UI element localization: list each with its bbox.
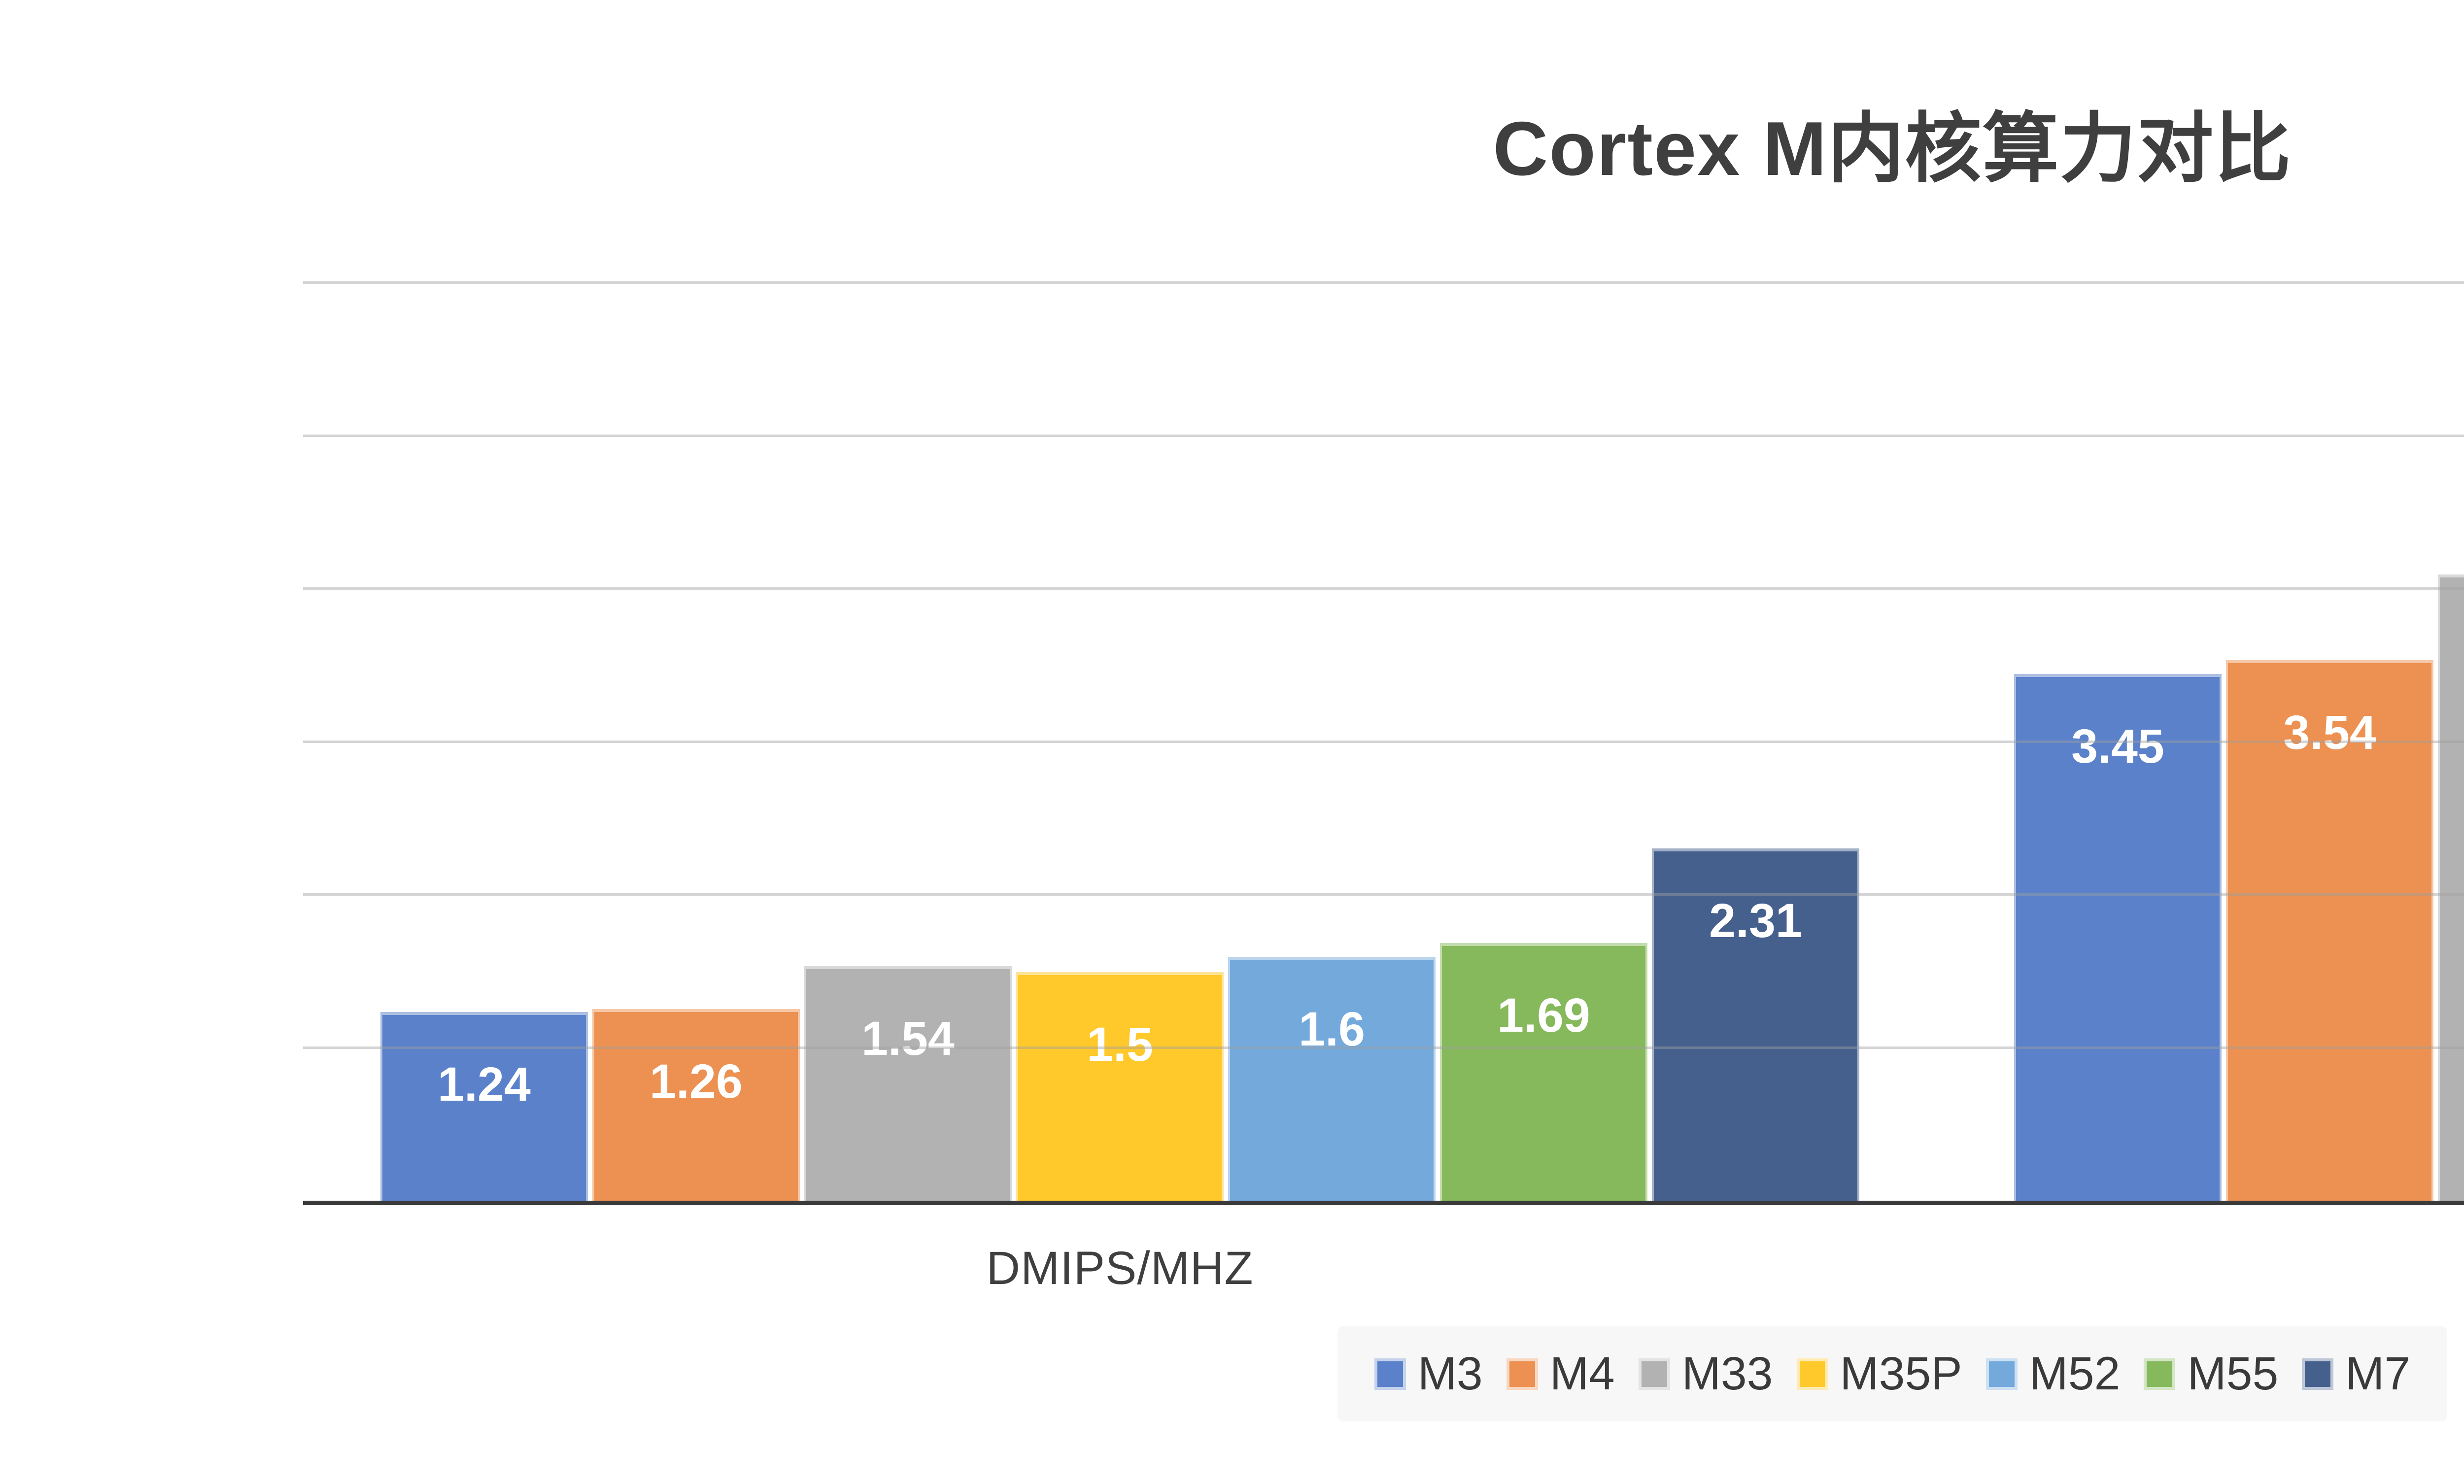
bar-M55: 1.69 bbox=[1440, 943, 1647, 1202]
x-axis-label-dmips: DMIPS/MHZ bbox=[986, 1242, 1254, 1294]
bar-M33: 4.1 bbox=[2438, 574, 2464, 1202]
legend-swatch-icon bbox=[2144, 1358, 2176, 1390]
legend-label: M4 bbox=[1549, 1348, 1615, 1400]
legend-item-M7: M7 bbox=[2302, 1347, 2410, 1401]
legend-item-M33: M33 bbox=[1638, 1347, 1773, 1401]
legend-panel: M3 M4 M33 M35P M52 M55 M7 bbox=[1337, 1326, 2448, 1421]
legend-label: M3 bbox=[1417, 1348, 1483, 1400]
bar-group-COREMARK/MHZ: 3.453.544.14.14.34.45.29 bbox=[1937, 284, 2464, 1202]
bar-value-label: 2.31 bbox=[1709, 893, 1802, 947]
legend-item-M52: M52 bbox=[1985, 1347, 2121, 1401]
legend-label: M7 bbox=[2345, 1348, 2411, 1400]
bar-group-DMIPS/MHZ: 1.24 1.26 1.54 1.5 1.6 1.69 2.31 bbox=[303, 284, 1937, 1202]
bar-value-label: 3.54 bbox=[2283, 705, 2376, 759]
bar-M3: 3.45 bbox=[2014, 674, 2222, 1202]
bar-M35P: 1.5 bbox=[1016, 972, 1224, 1202]
legend-swatch-icon bbox=[1985, 1358, 2018, 1390]
legend-swatch-icon bbox=[1796, 1358, 1828, 1390]
legend-item-M35P: M35P bbox=[1796, 1347, 1962, 1401]
legend-label: M33 bbox=[1681, 1348, 1773, 1400]
bar-value-label: 1.24 bbox=[438, 1057, 531, 1111]
bar-M4: 3.54 bbox=[2226, 660, 2433, 1202]
legend-swatch-icon bbox=[1506, 1358, 1538, 1390]
bar-M33: 1.54 bbox=[804, 966, 1012, 1202]
legend-label: M55 bbox=[2187, 1348, 2279, 1400]
legend-item-M4: M4 bbox=[1506, 1347, 1615, 1401]
bar-M7: 2.31 bbox=[1652, 848, 1859, 1202]
bar-M3: 1.24 bbox=[380, 1012, 588, 1202]
bar-M4: 1.26 bbox=[592, 1009, 800, 1202]
bar-value-label: 1.26 bbox=[650, 1054, 743, 1108]
legend-item-M3: M3 bbox=[1374, 1347, 1483, 1401]
legend-swatch-icon bbox=[1638, 1358, 1670, 1390]
legend: M3 M4 M33 M35P M52 M55 M7 bbox=[0, 1326, 2464, 1421]
legend-label: M52 bbox=[2029, 1348, 2121, 1400]
chart-title: Cortex M内核算力对比 bbox=[1493, 106, 2292, 191]
legend-swatch-icon bbox=[1374, 1358, 1406, 1390]
bar-value-label: 1.69 bbox=[1497, 988, 1590, 1043]
legend-item-M55: M55 bbox=[2144, 1347, 2278, 1401]
legend-swatch-icon bbox=[2302, 1358, 2334, 1390]
bar-groups-container: 1.241.261.541.51.61.692.313.453.544.14.1… bbox=[303, 284, 2464, 1202]
x-axis-label-coremark: COREMARK/MHZ bbox=[1937, 1242, 2464, 1295]
x-axis-labels: DMIPS/MHZ COREMARK/MHZ bbox=[303, 1242, 2464, 1295]
plot-area: 1.241.261.541.51.61.692.313.453.544.14.1… bbox=[303, 281, 2464, 1205]
legend-label: M35P bbox=[1840, 1348, 1962, 1400]
bar-value-label: 1.5 bbox=[1087, 1017, 1153, 1072]
bar-value-label: 1.6 bbox=[1299, 1002, 1365, 1056]
bar-value-label: 1.54 bbox=[861, 1011, 955, 1065]
bar-value-label: 3.45 bbox=[2071, 719, 2164, 773]
bar-M52: 1.6 bbox=[1228, 957, 1436, 1202]
x-axis-line bbox=[303, 1201, 2464, 1205]
